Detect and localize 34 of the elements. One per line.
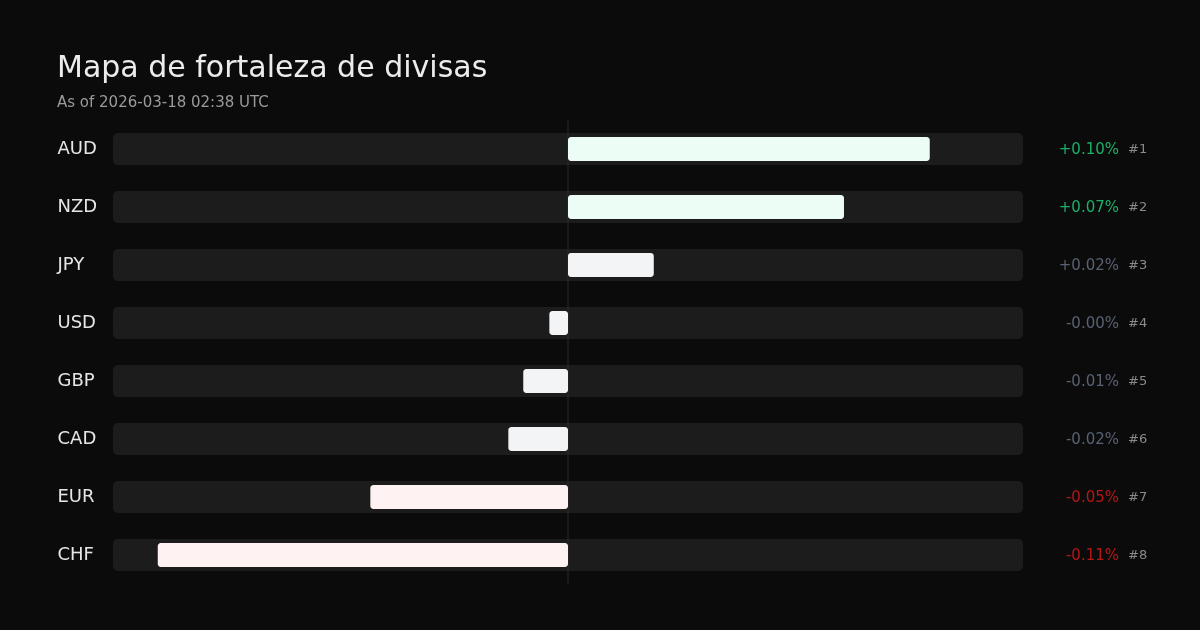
data-label: +0.02% — [1058, 256, 1119, 274]
data-label: -0.01% — [1065, 372, 1119, 390]
bar — [568, 137, 930, 161]
data-label: -0.02% — [1065, 430, 1119, 448]
data-label: +0.10% — [1058, 140, 1119, 158]
y-tick-label: AUD — [57, 137, 97, 158]
bar — [549, 311, 568, 335]
bar — [523, 369, 568, 393]
text: #6 — [1128, 431, 1148, 446]
text: #7 — [1128, 489, 1148, 504]
text: #4 — [1128, 315, 1148, 330]
text: #8 — [1128, 547, 1148, 562]
y-tick-label: JPY — [56, 253, 86, 274]
data-label: +0.07% — [1058, 198, 1119, 216]
text: #3 — [1128, 257, 1148, 272]
y-tick-label: EUR — [57, 485, 95, 506]
y-tick-label: NZD — [57, 195, 98, 216]
data-label: -0.00% — [1065, 314, 1119, 332]
data-label: -0.11% — [1065, 546, 1119, 564]
bar — [157, 543, 568, 567]
text: #5 — [1128, 373, 1148, 388]
bar — [508, 427, 568, 451]
bar — [568, 195, 844, 219]
y-tick-label: USD — [57, 311, 96, 332]
chart-title: Mapa de fortaleza de divisas — [57, 48, 488, 84]
y-tick-label: CHF — [57, 543, 94, 564]
text: #1 — [1128, 141, 1148, 156]
y-tick-label: CAD — [57, 427, 97, 448]
text: #2 — [1128, 199, 1148, 214]
chart-subtitle: As of 2026-03-18 02:38 UTC — [57, 92, 269, 111]
bar — [568, 253, 654, 277]
bar — [370, 485, 568, 509]
y-tick-label: GBP — [57, 369, 95, 390]
data-label: -0.05% — [1065, 488, 1119, 506]
